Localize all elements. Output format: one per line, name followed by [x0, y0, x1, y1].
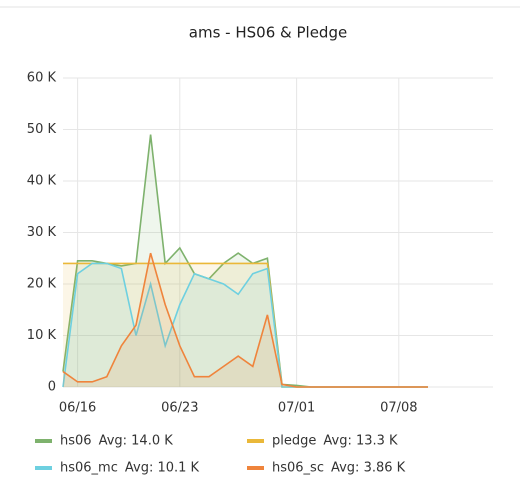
legend-label: hs06_sc: [272, 461, 324, 476]
y-tick-label: 10 K: [27, 328, 57, 343]
area: [63, 134, 428, 387]
x-tick-label: 07/08: [380, 401, 417, 416]
x-tick-label: 07/01: [278, 401, 315, 416]
y-tick-label: 40 K: [27, 174, 57, 189]
y-tick-label: 0: [48, 380, 56, 395]
y-tick-label: 50 K: [27, 122, 57, 137]
legend-label: hs06: [60, 434, 92, 449]
area: [63, 263, 428, 387]
legend-swatch: [35, 466, 52, 470]
legend-label: pledge: [272, 434, 316, 449]
legend-label: hs06_mc: [60, 461, 118, 476]
legend-value: Avg: 13.3 K: [323, 434, 398, 449]
area: [63, 253, 428, 387]
legend-value: Avg: 10.1 K: [125, 461, 200, 476]
chart-title: ams - HS06 & Pledge: [189, 24, 347, 42]
series-line: [62, 252, 428, 388]
legend-swatch: [247, 439, 264, 443]
legend-value: Avg: 3.86 K: [331, 461, 406, 476]
legend-swatch: [35, 439, 52, 443]
area: [63, 263, 428, 387]
y-tick-label: 60 K: [27, 71, 57, 86]
x-tick-label: 06/16: [59, 401, 96, 416]
y-tick-label: 20 K: [27, 277, 57, 292]
x-tick-label: 06/23: [161, 401, 198, 416]
legend-swatch: [247, 466, 264, 470]
legend-value: Avg: 14.0 K: [99, 434, 174, 449]
y-tick-label: 30 K: [27, 225, 57, 240]
